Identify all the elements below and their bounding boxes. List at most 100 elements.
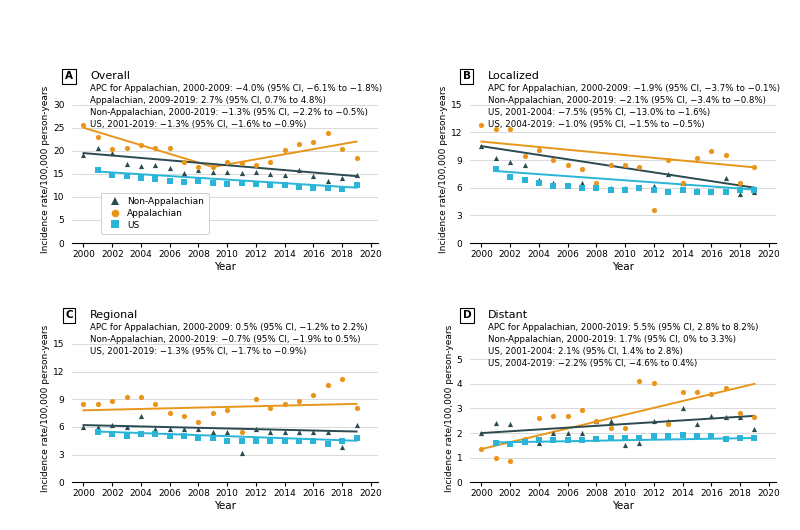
X-axis label: Year: Year xyxy=(214,501,236,511)
Point xyxy=(748,186,761,194)
Point xyxy=(490,419,502,428)
Text: A: A xyxy=(65,71,73,81)
Point xyxy=(748,413,761,421)
Point xyxy=(178,425,190,433)
Point xyxy=(705,412,718,420)
Point xyxy=(734,179,746,187)
Point xyxy=(518,437,531,446)
Point xyxy=(336,437,349,445)
Point xyxy=(547,412,560,421)
X-axis label: Year: Year xyxy=(214,262,236,272)
Point xyxy=(547,182,560,190)
Text: Localized: Localized xyxy=(488,71,540,81)
Point xyxy=(576,428,589,437)
Point xyxy=(633,439,646,447)
Point xyxy=(120,144,133,153)
X-axis label: Year: Year xyxy=(612,501,634,511)
Point xyxy=(293,427,306,436)
Point xyxy=(134,161,147,170)
Point xyxy=(206,168,219,176)
Point xyxy=(576,179,589,187)
Text: D: D xyxy=(462,311,471,321)
Point xyxy=(562,182,574,190)
Point xyxy=(293,437,306,445)
Point xyxy=(278,171,291,179)
Point xyxy=(134,393,147,402)
Text: APC for Appalachian, 2000-2009: −1.9% (95% CI, −3.7% to −0.1%)
Non-Appalachian, : APC for Appalachian, 2000-2009: −1.9% (9… xyxy=(488,84,780,129)
Point xyxy=(350,154,363,162)
Point xyxy=(504,157,517,166)
Point xyxy=(350,171,363,179)
Point xyxy=(221,180,234,188)
Text: APC for Appalachian, 2000-2009: 0.5% (95% CI, −1.2% to 2.2%)
Non-Appalachian, 20: APC for Appalachian, 2000-2009: 0.5% (95… xyxy=(90,323,368,356)
Point xyxy=(504,419,517,428)
Point xyxy=(322,439,334,448)
Point xyxy=(120,432,133,440)
Point xyxy=(618,186,631,195)
Point xyxy=(748,434,761,442)
Point xyxy=(250,425,262,433)
Point xyxy=(705,188,718,197)
Point xyxy=(504,172,517,181)
Point xyxy=(307,183,320,192)
Point xyxy=(662,431,674,440)
Point xyxy=(350,434,363,442)
Point xyxy=(604,186,617,194)
Point xyxy=(633,183,646,192)
Point xyxy=(278,427,291,436)
Point xyxy=(705,146,718,155)
Point xyxy=(192,163,205,172)
Point xyxy=(91,166,104,174)
Point xyxy=(235,169,248,177)
Point xyxy=(278,400,291,408)
Point xyxy=(690,388,703,397)
Point xyxy=(91,400,104,408)
Point xyxy=(149,400,162,408)
Point xyxy=(293,397,306,405)
Point xyxy=(647,417,660,426)
Point xyxy=(490,125,502,133)
Point xyxy=(91,427,104,436)
Point xyxy=(576,405,589,414)
Point xyxy=(719,174,732,183)
Point xyxy=(206,427,219,436)
Point xyxy=(734,413,746,421)
Point xyxy=(633,183,646,192)
Point xyxy=(633,433,646,441)
Point xyxy=(278,437,291,445)
Point xyxy=(690,419,703,428)
Point xyxy=(705,390,718,398)
Point xyxy=(676,179,689,187)
Point xyxy=(518,435,531,444)
Point xyxy=(264,181,277,190)
Point xyxy=(676,388,689,397)
Point xyxy=(221,158,234,166)
Point xyxy=(322,129,334,137)
Point xyxy=(149,161,162,169)
Point xyxy=(576,165,589,173)
Point xyxy=(163,176,176,185)
Point xyxy=(618,183,631,192)
Point xyxy=(293,139,306,148)
Text: C: C xyxy=(65,311,73,321)
Point xyxy=(647,378,660,387)
Point xyxy=(293,182,306,191)
Point xyxy=(221,437,234,445)
Point xyxy=(662,417,674,426)
Point xyxy=(518,152,531,161)
Point xyxy=(350,181,363,190)
Point xyxy=(278,146,291,154)
Point xyxy=(192,418,205,427)
Point xyxy=(533,414,546,422)
X-axis label: Year: Year xyxy=(612,262,634,272)
Point xyxy=(106,171,118,179)
Point xyxy=(676,179,689,187)
Point xyxy=(163,164,176,173)
Point xyxy=(662,156,674,164)
Point xyxy=(576,183,589,192)
Point xyxy=(576,436,589,444)
Point xyxy=(562,412,574,420)
Point xyxy=(250,167,262,176)
Point xyxy=(604,161,617,169)
Point xyxy=(604,434,617,443)
